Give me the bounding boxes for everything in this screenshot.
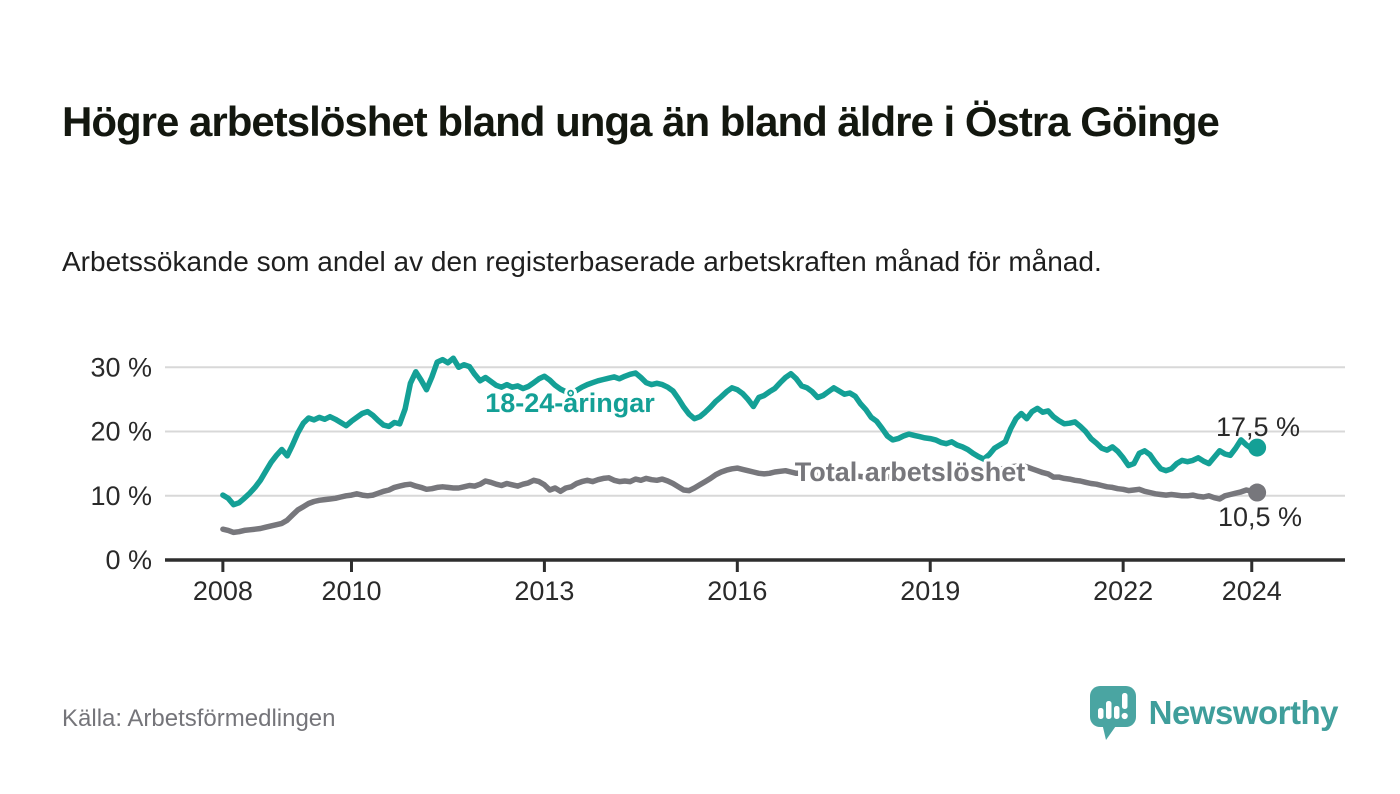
logo-exclamation-dot bbox=[1121, 712, 1128, 720]
logo-bar-2 bbox=[1105, 701, 1112, 719]
end-value-label-total: 10,5 % bbox=[1218, 502, 1302, 532]
x-tick-label-2024: 2024 bbox=[1222, 576, 1282, 606]
unemployment-line-chart: 0 % 10 % 20 % 30 % 2008 2010 2013 2016 2019 2022 2… bbox=[90, 352, 1345, 606]
x-axis bbox=[165, 558, 1345, 572]
line-total bbox=[220, 462, 1260, 536]
y-tick-label-30: 30 % bbox=[90, 352, 152, 382]
x-tick-label-2019: 2019 bbox=[900, 576, 960, 606]
logo-bar-1 bbox=[1097, 708, 1104, 719]
logo-bubble-tail bbox=[1101, 723, 1118, 740]
y-tick-label-0: 0 % bbox=[105, 545, 152, 575]
x-tick-label-2010: 2010 bbox=[321, 576, 381, 606]
y-tick-label-10: 10 % bbox=[90, 481, 152, 511]
x-tick-label-2013: 2013 bbox=[514, 576, 574, 606]
page-subtitle: Arbetssökande som andel av den registerb… bbox=[62, 246, 1102, 277]
end-dot-total bbox=[1248, 483, 1267, 502]
x-tick-label-2008: 2008 bbox=[193, 576, 253, 606]
x-tick-label-2016: 2016 bbox=[707, 576, 767, 606]
logo-bubble bbox=[1089, 686, 1136, 727]
newsworthy-brand: Newsworthy bbox=[1089, 684, 1339, 742]
source-note: Källa: Arbetsförmedlingen bbox=[62, 705, 336, 732]
end-dot-youth bbox=[1248, 438, 1267, 457]
series-lines bbox=[220, 355, 1267, 536]
logo-exclamation-bar bbox=[1121, 693, 1128, 709]
y-tick-label-20: 20 % bbox=[90, 417, 152, 447]
series-label-youth: 18-24-åringar bbox=[485, 388, 655, 418]
page-title: Högre arbetslöshet bland unga än bland ä… bbox=[62, 98, 1220, 146]
series-label-total: Total arbetslöshet bbox=[795, 457, 1026, 487]
logo-bar-3 bbox=[1113, 706, 1120, 719]
gridlines bbox=[165, 366, 1345, 497]
x-tick-label-2022: 2022 bbox=[1093, 576, 1153, 606]
axis-tick-labels: 0 % 10 % 20 % 30 % 2008 2010 2013 2016 2019 2022 2… bbox=[90, 352, 1281, 606]
line-youth bbox=[220, 355, 1260, 508]
brand-name: Newsworthy bbox=[1148, 694, 1339, 731]
newsworthy-logo-icon bbox=[1089, 686, 1136, 740]
end-value-label-youth: 17,5 % bbox=[1216, 412, 1300, 442]
